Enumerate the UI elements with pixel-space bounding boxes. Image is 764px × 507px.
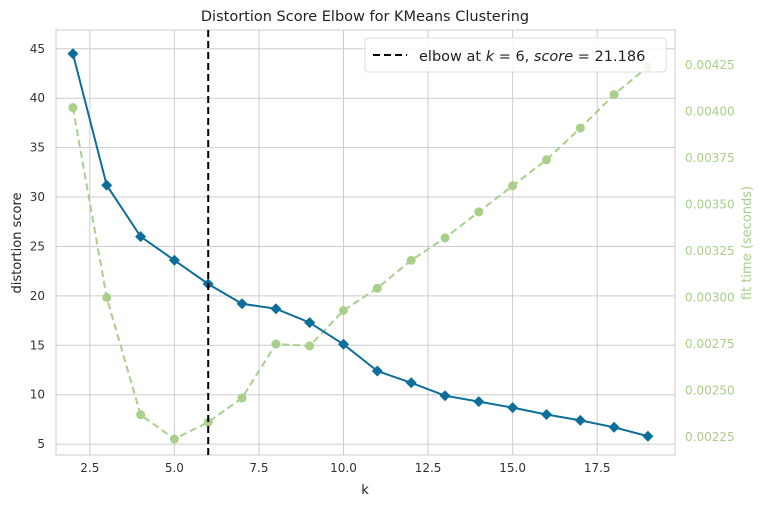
y-tick-label: 20 [30,289,45,303]
distortion-point [168,254,180,266]
y-axis-label: distortion score [10,193,25,294]
fit-time-point [305,341,315,351]
y2-tick-label: 0.00350 [685,197,735,211]
legend-box [364,37,667,73]
distortion-point [135,231,147,243]
legend-score-symbol: score [534,49,573,65]
legend-prefix: elbow at [419,49,486,65]
fit-time-point [474,207,484,217]
y2-tick-label: 0.00275 [685,337,735,351]
fit-time-point [136,410,146,420]
distortion-point [439,390,451,402]
y-tick-label: 40 [30,91,45,105]
ticks-layer: 2.5 5.0 7.5 10.0 12.5 15.0 17.5 5 10 15 20 25 30 35 40… [30,42,735,475]
y2-tick-label: 0.00300 [685,291,735,305]
y-tick-label: 45 [30,42,45,56]
legend: elbow at k = 6, score = 21.186 [364,37,667,73]
distortion-point [236,298,248,310]
fit-time-point [169,434,179,444]
distortion-point [270,303,282,315]
y2-tick-label: 0.00325 [685,244,735,258]
y-tick-label: 30 [30,190,45,204]
plot-area [55,29,676,456]
fit-time-point [508,181,518,191]
series-layer [67,48,654,444]
x-tick-label: 2.5 [80,461,99,475]
fit-time-point [440,233,450,243]
distortion-point [574,414,586,426]
legend-k-symbol: k [486,49,495,65]
distortion-point [304,317,316,329]
y-tick-label: 15 [30,338,45,352]
y2-tick-label: 0.00400 [685,104,735,118]
fit-time-point [372,283,382,293]
distortion-point [338,338,349,350]
fit-time-point [68,103,78,113]
distortion-point [608,421,620,433]
x-tick-label: 10.0 [330,461,357,475]
y2-tick-label: 0.00375 [685,151,735,165]
y-tick-label: 10 [30,388,45,402]
fit-time-point [609,90,619,100]
fit-time-point [406,255,416,265]
fit-time-point [339,306,348,315]
distortion-point [473,396,485,408]
y2-axis-label: fit time (seconds) [740,186,755,300]
y2-tick-label: 0.00225 [685,430,735,444]
distortion-series [67,48,654,442]
y2-tick-label: 0.00250 [685,384,735,398]
x-tick-label: 7.5 [249,461,268,475]
x-tick-label: 5.0 [165,461,184,475]
distortion-point [642,430,654,442]
legend-score-value: = 21.186 [573,49,645,65]
distortion-point [371,365,383,377]
y-tick-label: 5 [37,437,45,451]
distortion-point [67,48,79,60]
fit-time-point [102,293,112,302]
chart-title: Distortion Score Elbow for KMeans Cluste… [201,9,529,25]
distortion-point [101,179,113,191]
distortion-point [541,409,552,420]
fit-time-point [237,393,247,403]
y-tick-label: 35 [30,141,45,155]
x-tick-label: 12.5 [415,461,442,475]
fit-time-point [271,339,281,349]
fit-time-point [542,155,551,165]
legend-elbow-label: elbow at k = 6, score = 21.186 [419,49,645,65]
fit-time-point [203,417,213,427]
x-axis-label: k [361,483,369,498]
x-tick-label: 17.5 [584,461,611,475]
distortion-point [405,377,417,389]
y2-tick-label: 0.00425 [685,58,735,72]
distortion-point [507,402,519,414]
distortion-line [71,53,649,438]
y-tick-label: 25 [30,239,45,253]
fit-time-point [575,123,585,133]
fit-time-series [68,62,653,444]
x-tick-label: 15.0 [499,461,526,475]
legend-k-value: = 6, [494,49,534,65]
